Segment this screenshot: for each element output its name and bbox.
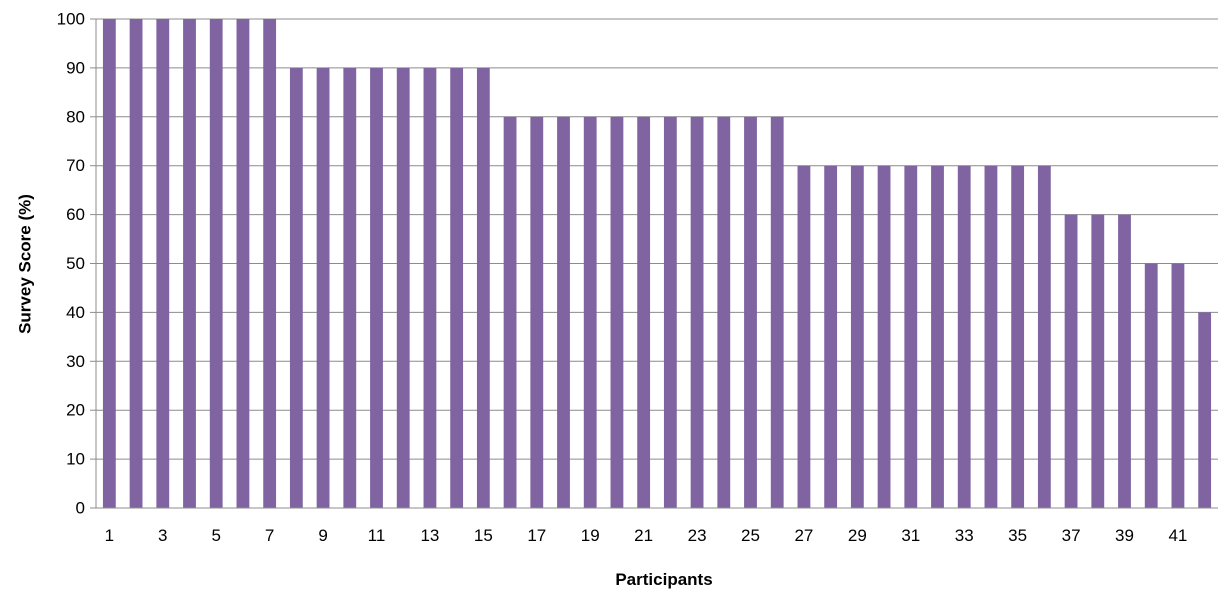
bar-participant-32 [931,165,944,508]
bar-participant-23 [690,116,704,509]
x-tick-label: 31 [901,526,920,545]
bar-participant-10 [343,67,357,509]
bar-participant-26 [770,116,784,509]
x-tick-label: 9 [318,526,327,545]
bar-participant-5 [209,19,223,508]
bar-participant-24 [717,116,731,509]
x-tick-label: 27 [794,526,813,545]
bar-participant-7 [263,19,277,508]
y-axis-title: Survey Score (%) [16,194,35,334]
bar-participant-36 [1037,165,1051,508]
bar-participant-27 [797,165,811,508]
bar-participant-20 [610,116,624,509]
bar-participant-18 [557,116,570,509]
x-tick-label: 13 [420,526,439,545]
bar-participant-4 [183,19,196,508]
axes [95,19,1218,509]
x-tick-labels: 1 3 5 7 9 11 13 15 17 19 21 23 25 27 29 31 33 35 37 39 41 [105,526,1188,545]
bar-participant-11 [370,67,383,509]
x-tick-label: 25 [741,526,760,545]
bar-participant-19 [583,116,597,509]
y-tick-label: 30 [66,352,85,371]
bar-participant-33 [957,165,971,508]
y-tick-label: 10 [66,450,85,469]
bar-participant-40 [1144,263,1158,508]
x-tick-label: 11 [368,526,386,545]
bar-participant-13 [423,67,437,509]
x-tick-label: 3 [158,526,167,545]
bar-participant-25 [744,116,757,509]
x-tick-label: 29 [848,526,867,545]
y-tick-label: 90 [66,58,85,77]
y-tick-label: 20 [66,401,85,420]
bar-participant-30 [877,165,891,508]
bar-participant-28 [824,165,838,508]
bar-participant-21 [637,116,651,509]
y-tick-label: 100 [57,10,85,29]
bar-participant-22 [663,116,677,509]
bar-participant-29 [850,165,864,508]
x-tick-label: 17 [527,526,546,545]
x-tick-label: 21 [634,526,653,545]
x-tick-label: 41 [1168,526,1187,545]
bar-participant-6 [236,19,250,508]
bar-participant-14 [450,67,464,509]
bar-participant-12 [396,67,410,509]
bar-participant-1 [102,19,116,508]
bar-participant-42 [1198,312,1212,508]
y-tick-label: 80 [66,107,85,126]
x-tick-label: 19 [581,526,600,545]
bar-participant-15 [476,67,490,509]
y-tick-label: 50 [66,254,85,273]
x-tick-label: 39 [1115,526,1134,545]
x-tick-label: 1 [105,526,114,545]
x-tick-label: 35 [1008,526,1027,545]
bar-participant-17 [530,116,544,509]
y-tick-label: 40 [66,303,85,322]
x-tick-label: 15 [474,526,493,545]
y-tick-label: 70 [66,156,85,175]
y-tick-label: 0 [76,499,85,518]
x-tick-label: 7 [265,526,274,545]
x-tick-label: 5 [211,526,220,545]
bar-participant-37 [1064,214,1078,508]
bar-participant-16 [503,116,517,509]
y-tick-labels: 0 10 20 30 40 50 60 70 80 90 100 [57,10,85,518]
bar-participant-39 [1118,214,1131,508]
bars [102,19,1212,509]
bar-participant-34 [984,165,998,508]
x-axis-title: Participants [615,570,712,589]
x-tick-label: 37 [1062,526,1081,545]
bar-participant-38 [1091,214,1105,508]
bar-participant-8 [289,67,303,509]
x-tick-label: 23 [688,526,707,545]
y-tick-label: 60 [66,205,85,224]
bar-participant-2 [129,19,143,508]
bar-participant-35 [1011,165,1025,508]
bar-participant-3 [156,19,170,508]
bar-participant-31 [904,165,918,508]
bar-participant-41 [1171,263,1185,508]
gridlines [90,18,1218,509]
x-tick-label: 33 [955,526,974,545]
bar-participant-9 [316,67,330,509]
